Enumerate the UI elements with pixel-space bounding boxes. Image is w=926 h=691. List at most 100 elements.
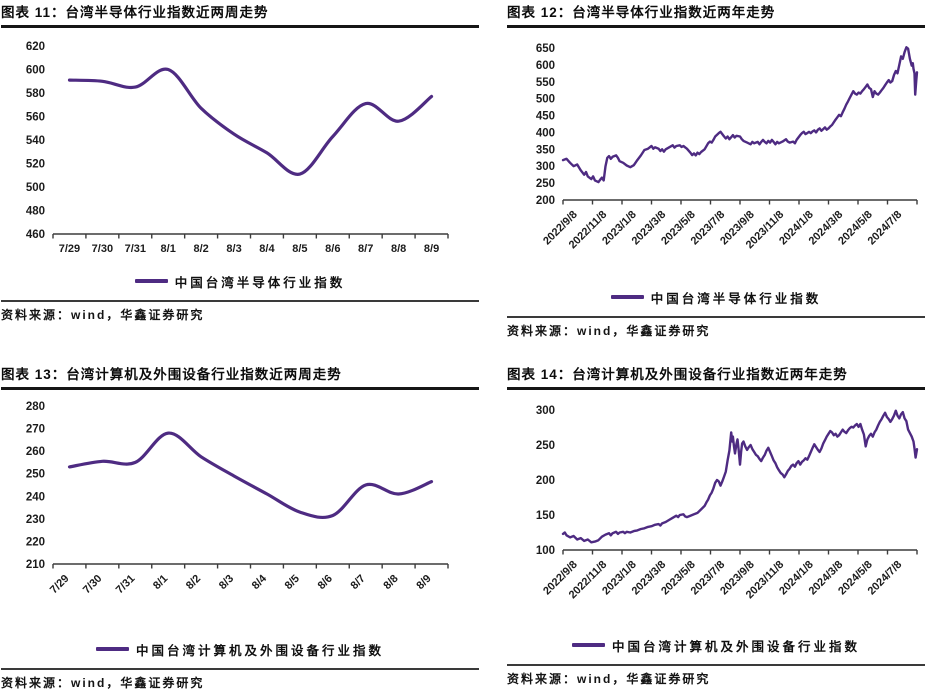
svg-text:7/31: 7/31 [125,243,146,255]
svg-text:8/1: 8/1 [151,573,170,592]
svg-text:8/8: 8/8 [381,573,400,592]
legend-line-swatch [95,647,129,651]
svg-text:600: 600 [536,60,555,72]
svg-text:8/5: 8/5 [292,243,307,255]
svg-text:450: 450 [536,111,555,123]
x-axis-labels: 2022/9/82022/11/82023/1/82023/3/82023/5/… [541,559,904,602]
source-note: 资料来源：wind，华鑫证券研究 [1,308,205,322]
legend-label: 中国台湾半导体行业指数 [174,275,346,290]
y-axis-labels: 100 150 200 250 300 [536,405,555,557]
svg-text:250: 250 [536,440,555,452]
legend-line-swatch [134,279,168,283]
svg-text:8/9: 8/9 [424,243,439,255]
figure-11-legend: 中国台湾半导体行业指数 [1,272,479,290]
svg-text:600: 600 [26,65,45,77]
figure-13-title: 图表 13：台湾计算机及外围设备行业指数近两周走势 [1,367,342,382]
svg-text:300: 300 [536,405,555,417]
y-axis-labels: 460 480 500 520 540 560 580 600 620 [26,41,45,241]
x-axis-labels: 7/29 7/30 7/31 8/1 8/2 8/3 8/4 8/5 8/6 8/7 8/8 8/9 [48,572,434,596]
svg-text:7/30: 7/30 [92,243,113,255]
x-axis [562,549,918,555]
svg-text:8/7: 8/7 [349,573,368,592]
x-axis [52,563,449,569]
figure-panel-14: 图表 14：台湾计算机及外围设备行业指数近两年走势 100 150 200 250 30… [507,365,925,691]
index-line-series [561,46,919,184]
svg-text:7/31: 7/31 [114,573,138,597]
figure-11-line-chart: 460 480 500 520 540 560 580 600 620 7/29 7/30 7/31 8… [26,41,449,255]
svg-text:300: 300 [536,161,555,173]
svg-text:7/29: 7/29 [59,243,80,255]
svg-text:8/8: 8/8 [391,243,406,255]
svg-text:650: 650 [536,43,555,55]
svg-text:270: 270 [26,424,45,436]
figure-panel-11: 图表 11：台湾半导体行业指数近两周走势 460 480 500 520 540 560 5… [1,3,479,339]
index-line-series [561,409,919,544]
x-axis [52,233,449,239]
figure-14-legend: 中国台湾计算机及外围设备行业指数 [507,636,925,654]
figure-14-line-chart: 100 150 200 250 300 2022/9/82022/11/82023/1/8… [536,405,919,602]
svg-text:8/9: 8/9 [414,573,433,592]
svg-text:520: 520 [26,159,45,171]
legend-label: 中国台湾计算机及外围设备行业指数 [611,639,860,654]
source-rule [507,316,925,318]
figure-panel-12: 图表 12：台湾半导体行业指数近两年走势 200 250 300 350 400 450 5… [507,3,925,339]
legend-label: 中国台湾半导体行业指数 [650,291,822,306]
svg-text:260: 260 [26,446,45,458]
svg-text:8/6: 8/6 [316,573,335,592]
figure-12-line-chart: 200 250 300 350 400 450 500 550 600 650 2022/9/820… [536,43,919,251]
svg-text:350: 350 [536,144,555,156]
svg-text:8/7: 8/7 [358,243,373,255]
svg-text:7/29: 7/29 [48,573,72,597]
svg-text:8/4: 8/4 [250,572,270,592]
svg-text:280: 280 [26,401,45,413]
svg-text:8/5: 8/5 [283,573,302,592]
legend-line-swatch [610,295,644,299]
x-axis [562,199,918,205]
svg-text:500: 500 [26,182,45,194]
title-rule [1,387,479,390]
svg-text:250: 250 [26,469,45,481]
svg-text:100: 100 [536,545,555,557]
title-rule [507,25,925,28]
figure-11-title: 图表 11：台湾半导体行业指数近两周走势 [1,5,269,20]
source-rule [1,300,479,302]
svg-text:200: 200 [536,475,555,487]
svg-text:7/30: 7/30 [81,573,105,597]
y-axis-labels: 210 220 230 240 250 260 270 280 [26,401,45,571]
svg-text:220: 220 [26,536,45,548]
index-line-series [67,431,434,519]
svg-text:580: 580 [26,88,45,100]
svg-text:400: 400 [536,127,555,139]
source-rule [507,664,925,666]
figure-13-legend: 中国台湾计算机及外围设备行业指数 [1,640,479,658]
title-rule [1,25,479,28]
svg-text:240: 240 [26,491,45,503]
figure-12-title: 图表 12：台湾半导体行业指数近两年走势 [507,5,776,20]
svg-text:550: 550 [536,77,555,89]
svg-text:460: 460 [26,229,45,241]
svg-text:560: 560 [26,112,45,124]
svg-text:8/3: 8/3 [217,573,236,592]
svg-text:8/2: 8/2 [193,243,208,255]
svg-text:8/6: 8/6 [325,243,340,255]
source-note: 资料来源：wind，华鑫证券研究 [507,324,711,338]
figure-14-title: 图表 14：台湾计算机及外围设备行业指数近两年走势 [507,367,848,382]
svg-text:150: 150 [536,510,555,522]
svg-text:620: 620 [26,41,45,53]
svg-text:500: 500 [536,94,555,106]
svg-text:480: 480 [26,206,45,218]
title-rule [507,387,925,390]
figure-12-legend: 中国台湾半导体行业指数 [507,288,925,306]
svg-text:8/3: 8/3 [226,243,241,255]
x-axis-labels: 7/29 7/30 7/31 8/1 8/2 8/3 8/4 8/5 8/6 8/7 8/8 8/9 [59,243,439,255]
index-line-series [67,67,434,176]
svg-text:210: 210 [26,559,45,571]
svg-text:200: 200 [536,195,555,207]
svg-text:8/1: 8/1 [161,243,176,255]
y-axis-labels: 200 250 300 350 400 450 500 550 600 650 [536,43,555,207]
legend-line-swatch [571,643,605,647]
source-rule [1,668,479,670]
figure-13-line-chart: 210 220 230 240 250 260 270 280 7/29 7/30 7/31 8/1 8… [26,401,449,596]
svg-text:8/2: 8/2 [184,573,203,592]
